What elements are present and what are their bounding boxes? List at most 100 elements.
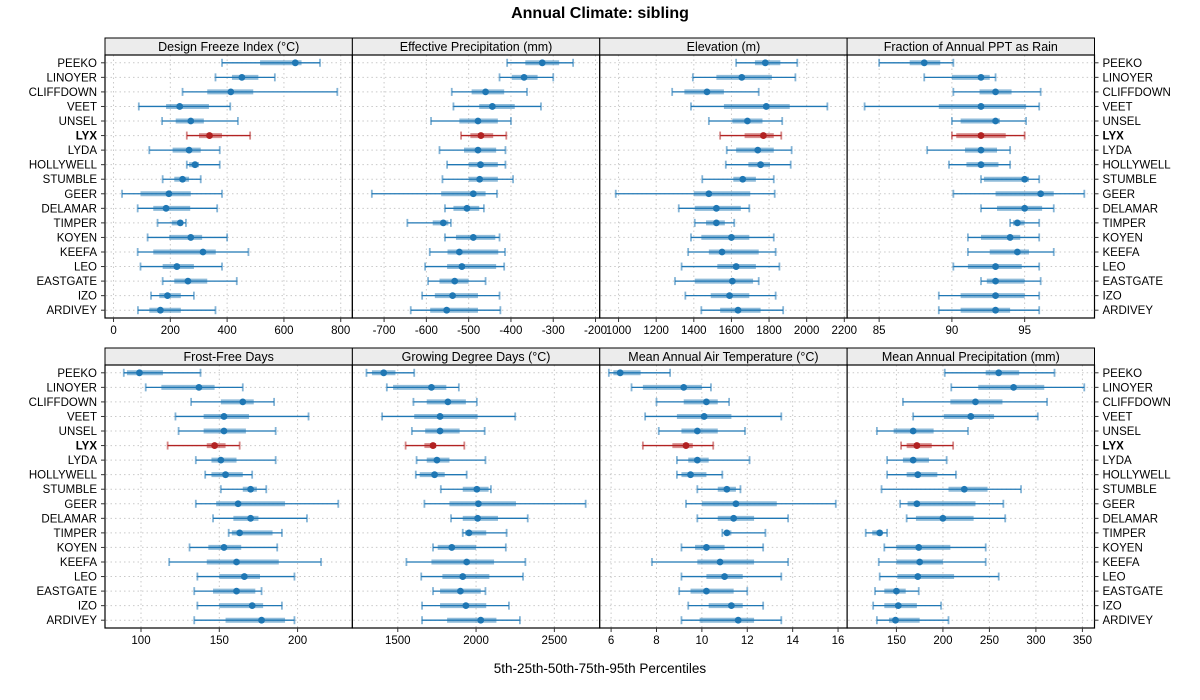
median-dot: [217, 456, 225, 464]
median-dot: [760, 132, 767, 139]
percentile-bar-lyx: [404, 441, 466, 450]
percentile-bar-delamar: [444, 204, 485, 213]
percentile-bar-lyx: [460, 131, 508, 140]
median-dot: [234, 500, 242, 508]
percentile-bar-hollywell: [948, 160, 1012, 169]
percentile-bar-keefa: [687, 247, 777, 256]
percentile-bar-cliffdown: [450, 87, 528, 96]
percentile-bar-stumble: [980, 175, 1041, 184]
median-dot: [703, 544, 710, 551]
site-label-lyx: LYX: [76, 131, 98, 143]
percentile-bar-linoyer: [691, 73, 797, 82]
axis-tick-label: 2000: [794, 325, 820, 337]
median-dot: [739, 175, 747, 183]
median-dot: [473, 485, 481, 493]
percentile-bar-veet: [174, 412, 310, 421]
percentile-bar-ardivey: [680, 616, 783, 625]
percentile-bar-koyen: [146, 233, 229, 242]
percentile-bar-veet: [644, 412, 783, 421]
percentile-bar-peeko: [607, 368, 672, 377]
median-dot: [238, 73, 246, 81]
figure-title: Annual Climate: sibling: [511, 5, 689, 22]
median-dot: [977, 73, 985, 81]
percentile-bar-timper: [721, 528, 767, 537]
median-dot: [247, 485, 255, 493]
site-label-eastgate: EASTGATE: [37, 276, 98, 288]
site-label-geer: GEER: [64, 499, 97, 511]
median-dot: [680, 383, 688, 391]
axis-tick-label: -600: [415, 325, 438, 337]
site-label-linoyer: LINOYER: [47, 382, 98, 394]
percentile-bar-cliffdown: [655, 397, 731, 406]
median-dot: [449, 292, 456, 300]
site-label-unsel: UNSEL: [59, 426, 98, 438]
median-dot: [488, 103, 496, 110]
percentile-bar-eastgate: [678, 587, 749, 596]
median-dot: [705, 190, 713, 198]
median-dot: [916, 558, 924, 566]
median-dot: [1037, 190, 1045, 198]
site-label-hollywell: HOLLYWELL: [1103, 470, 1172, 482]
percentile-bar-keefa: [136, 247, 250, 256]
percentile-bar-ardivey: [937, 306, 1041, 315]
strip-title: Growing Degree Days (°C): [402, 350, 551, 364]
percentile-bar-cliffdown: [902, 397, 1048, 406]
percentile-bar-leo: [952, 262, 1041, 271]
axis-tick-label: 1800: [756, 325, 782, 337]
median-dot: [433, 456, 441, 464]
percentile-bar-izo: [687, 601, 765, 610]
site-label-cliffdown: CLIFFDOWN: [29, 397, 97, 409]
median-dot: [893, 587, 900, 595]
percentile-bar-eastgate: [161, 277, 238, 286]
median-dot: [459, 573, 467, 580]
site-label-delamar: DELAMAR: [41, 203, 97, 215]
percentile-bar-koyen: [967, 233, 1041, 242]
median-dot: [892, 616, 899, 624]
median-dot: [703, 88, 711, 96]
median-dot: [995, 369, 1003, 377]
median-dot: [712, 204, 720, 212]
percentile-bar-delamar: [677, 204, 751, 213]
median-dot: [206, 132, 213, 139]
site-label-izo: IZO: [78, 601, 97, 613]
percentile-bar-leo: [420, 572, 524, 581]
panel-background: [847, 365, 1095, 628]
percentile-bar-koyen: [680, 543, 765, 552]
percentile-bar-peeko: [122, 368, 202, 377]
percentile-bar-cliffdown: [412, 397, 478, 406]
median-dot: [458, 263, 466, 270]
percentile-bar-izo: [196, 601, 283, 610]
site-label-leo: LEO: [1103, 572, 1126, 584]
site-label-koyen: KOYEN: [1103, 542, 1143, 554]
median-dot: [474, 146, 482, 154]
percentile-bar-lyda: [415, 456, 487, 465]
percentile-bar-leo: [680, 262, 781, 271]
median-dot: [723, 529, 731, 537]
percentile-bar-ardivey: [421, 616, 521, 625]
median-dot: [972, 398, 979, 406]
site-label-leo: LEO: [74, 572, 97, 584]
median-dot: [730, 514, 738, 522]
percentile-bar-unsel: [707, 117, 784, 126]
median-dot: [992, 117, 999, 125]
median-dot: [448, 544, 456, 551]
median-dot: [616, 369, 624, 377]
median-dot: [477, 616, 485, 624]
percentile-bar-lyda: [676, 456, 751, 465]
axis-tick-label: 100: [131, 635, 150, 647]
axis-tick-label: -500: [457, 325, 480, 337]
percentile-bar-stumble: [439, 485, 492, 494]
site-label-veet: VEET: [1103, 101, 1133, 113]
median-dot: [439, 219, 447, 227]
percentile-bar-hollywell: [414, 470, 468, 479]
strip-title: Elevation (m): [687, 40, 761, 54]
site-label-stumble: STUMBLE: [1103, 174, 1158, 186]
median-dot: [967, 413, 975, 420]
panel-elevation-m: Elevation (m) 1000 1200 1400 1600 1800 2000 220…: [599, 37, 857, 337]
percentile-bar-lyx: [900, 441, 955, 450]
median-dot: [687, 471, 694, 479]
median-dot: [1010, 383, 1017, 391]
site-label-geer: GEER: [1103, 189, 1136, 201]
percentile-bar-peeko: [221, 58, 321, 67]
